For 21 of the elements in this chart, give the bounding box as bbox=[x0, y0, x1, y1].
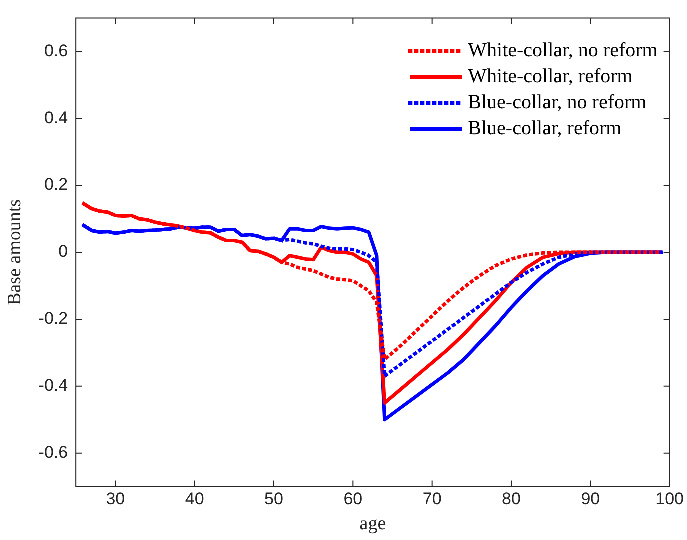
x-tick-label: 60 bbox=[344, 490, 363, 509]
y-tick-label: 0.6 bbox=[44, 41, 68, 60]
legend-label: Blue-collar, reform bbox=[468, 117, 622, 140]
x-tick-label: 90 bbox=[581, 490, 600, 509]
legend-label: White-collar, no reform bbox=[468, 39, 658, 62]
legend-label: White-collar, reform bbox=[468, 65, 634, 88]
y-tick-label: 0.2 bbox=[44, 175, 68, 194]
y-tick-label: 0.4 bbox=[44, 108, 68, 128]
y-axis-title: Base amounts bbox=[4, 199, 26, 306]
legend-label: Blue-collar, no reform bbox=[468, 91, 648, 114]
x-tick-label: 70 bbox=[422, 490, 442, 509]
y-tick-label: -0.2 bbox=[38, 309, 68, 328]
x-tick-label: 80 bbox=[502, 490, 521, 509]
y-tick-label: 0 bbox=[58, 242, 68, 262]
x-tick-label: 30 bbox=[106, 490, 126, 509]
x-tick-label: 100 bbox=[656, 490, 684, 509]
y-tick-label: -0.4 bbox=[38, 376, 68, 396]
x-tick-label: 40 bbox=[185, 490, 204, 509]
x-tick-label: 50 bbox=[264, 490, 284, 509]
y-tick-label: -0.6 bbox=[38, 443, 68, 462]
x-axis-title: age bbox=[360, 514, 386, 535]
